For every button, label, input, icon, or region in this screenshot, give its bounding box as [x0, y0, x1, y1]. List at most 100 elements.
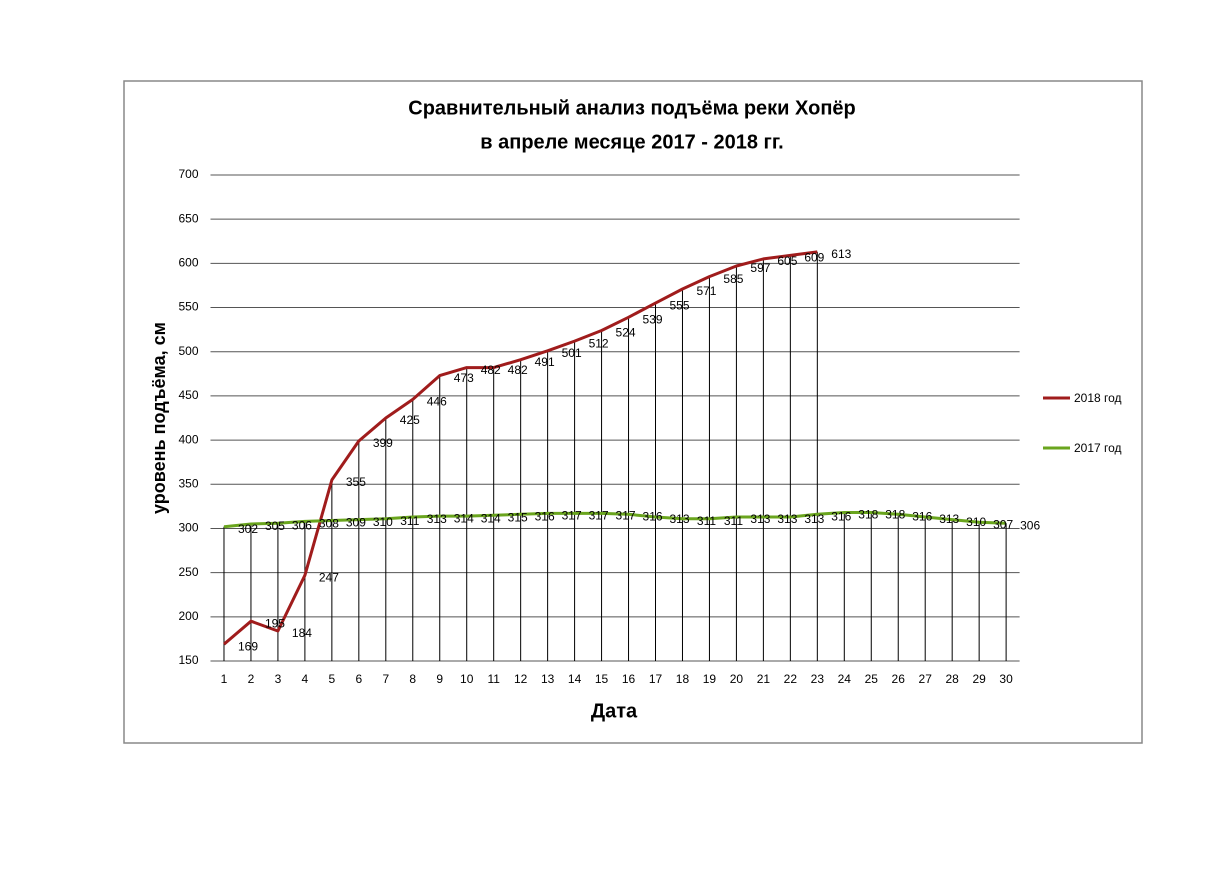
data-label: 316	[535, 509, 555, 523]
data-label: 313	[939, 512, 959, 526]
x-tick-label: 23	[811, 672, 825, 686]
y-tick-label: 700	[178, 167, 198, 181]
data-label: 355	[346, 475, 366, 489]
y-tick-label: 650	[178, 211, 198, 225]
x-tick-label: 27	[919, 672, 933, 686]
data-label: 311	[697, 514, 716, 528]
data-label: 309	[346, 516, 366, 530]
data-label: 501	[562, 346, 582, 360]
data-label: 316	[912, 509, 932, 523]
y-tick-label: 300	[178, 521, 198, 535]
data-label: 305	[265, 519, 285, 533]
series-line	[223, 250, 818, 646]
data-label: 308	[319, 517, 339, 531]
x-tick-label: 17	[649, 672, 663, 686]
data-label: 482	[508, 363, 528, 377]
y-tick-label: 200	[178, 609, 198, 623]
x-tick-label: 20	[730, 672, 744, 686]
data-label: 314	[454, 511, 474, 525]
data-label: 318	[885, 508, 905, 522]
x-tick-label: 29	[972, 672, 986, 686]
x-tick-label: 19	[703, 672, 717, 686]
x-tick-label: 1	[221, 672, 228, 686]
data-label: 524	[616, 326, 636, 340]
y-tick-label: 150	[178, 653, 198, 667]
data-label: 597	[750, 261, 770, 275]
y-tick-label: 450	[178, 388, 198, 402]
x-tick-label: 11	[487, 672, 500, 686]
data-label: 539	[643, 312, 663, 326]
x-tick-label: 30	[999, 672, 1013, 686]
x-axis-label: Дата	[591, 700, 638, 722]
data-label: 317	[616, 509, 636, 523]
data-label: 311	[724, 514, 743, 528]
y-tick-label: 500	[178, 344, 198, 358]
y-axis-label: уровень подъёма, см	[149, 322, 169, 514]
x-tick-label: 12	[514, 672, 528, 686]
data-label: 184	[292, 626, 312, 640]
data-label: 195	[265, 616, 285, 630]
x-tick-label: 6	[355, 672, 362, 686]
data-label: 307	[993, 517, 1013, 531]
data-label: 247	[319, 570, 339, 584]
y-tick-label: 250	[178, 565, 198, 579]
data-label: 313	[669, 512, 689, 526]
data-label: 605	[777, 254, 797, 268]
x-tick-label: 18	[676, 672, 690, 686]
x-tick-label: 14	[568, 672, 582, 686]
x-tick-label: 15	[595, 672, 609, 686]
x-tick-label: 9	[436, 672, 443, 686]
chart-title: Сравнительный анализ подъёма реки Хопёр	[408, 97, 856, 119]
y-tick-label: 350	[178, 476, 198, 490]
data-label: 310	[373, 515, 393, 529]
x-tick-label: 13	[541, 672, 555, 686]
x-tick-label: 28	[945, 672, 959, 686]
x-tick-label: 3	[275, 672, 282, 686]
data-label: 446	[427, 395, 447, 409]
y-tick-label: 550	[178, 300, 198, 314]
data-label: 313	[777, 512, 797, 526]
x-tick-label: 8	[409, 672, 416, 686]
legend-label: 2017 год	[1074, 441, 1122, 455]
x-tick-label: 16	[622, 672, 636, 686]
data-label: 491	[535, 355, 555, 369]
data-label: 311	[400, 514, 419, 528]
data-label: 302	[238, 522, 258, 536]
x-tick-label: 26	[892, 672, 906, 686]
data-label: 571	[696, 284, 716, 298]
x-tick-label: 24	[838, 672, 852, 686]
data-label: 313	[804, 512, 824, 526]
y-tick-label: 400	[178, 432, 198, 446]
data-label: 609	[804, 251, 824, 265]
data-label: 318	[858, 508, 878, 522]
data-label: 310	[966, 515, 986, 529]
chart-subtitle: в апреле месяце 2017 - 2018 гг.	[480, 131, 783, 153]
x-tick-label: 25	[865, 672, 879, 686]
data-label: 585	[723, 272, 743, 286]
y-tick-label: 600	[178, 256, 198, 270]
data-label: 399	[373, 436, 393, 450]
data-label: 482	[481, 363, 501, 377]
x-tick-label: 2	[248, 672, 255, 686]
legend-label: 2018 год	[1074, 391, 1122, 405]
data-label: 555	[669, 298, 689, 312]
data-label: 313	[427, 512, 447, 526]
chart-frame	[123, 80, 1143, 744]
x-tick-label: 10	[460, 672, 474, 686]
x-tick-label: 7	[382, 672, 389, 686]
x-tick-label: 21	[757, 672, 771, 686]
x-tick-label: 4	[302, 672, 309, 686]
data-label: 169	[238, 639, 258, 653]
data-label: 425	[400, 413, 420, 427]
x-tick-label: 5	[329, 672, 336, 686]
data-label: 613	[831, 247, 851, 261]
x-tick-label: 22	[784, 672, 798, 686]
data-label: 316	[831, 509, 851, 523]
data-label: 512	[589, 336, 609, 350]
data-label: 313	[750, 512, 770, 526]
series-line	[223, 511, 1007, 529]
data-label: 317	[589, 509, 609, 523]
data-label: 315	[508, 510, 528, 524]
data-label: 306	[1020, 518, 1040, 532]
data-label: 306	[292, 518, 312, 532]
